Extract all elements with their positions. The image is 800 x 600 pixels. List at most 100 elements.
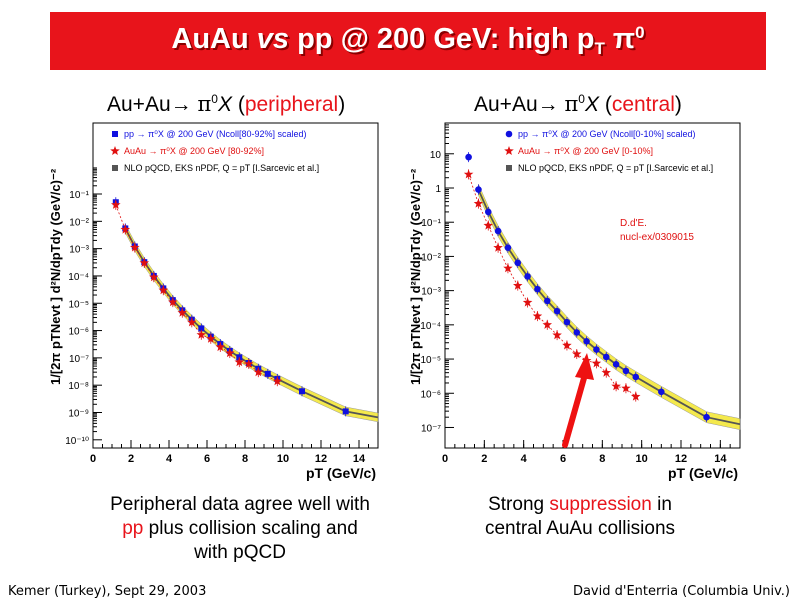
pp-data-point	[504, 244, 512, 251]
auau-data-point	[130, 242, 140, 252]
slide-title: AuAu vs pp @ 200 GeV: high pT π0	[171, 23, 645, 58]
auau-data-point	[562, 340, 572, 350]
x-tick-label: 2	[481, 453, 487, 465]
y-tick-label: 10⁻⁷	[69, 354, 89, 365]
auau-data-point	[149, 272, 159, 282]
right-caption: Strong suppression in central AuAu colli…	[484, 494, 676, 539]
pp-data-point	[484, 208, 492, 216]
x-tick-label: 6	[560, 453, 566, 465]
legend-entry: NLO pQCD, EKS nPDF, Q = pT [I.Sarcevic e…	[124, 163, 319, 173]
auau-data-point	[591, 358, 602, 368]
x-tick-label: 12	[315, 453, 327, 465]
pp-data-point	[593, 346, 600, 353]
legend-entry: pp → π⁰X @ 200 GeV (Ncoll[80-92%] scaled…	[124, 129, 307, 139]
right-panel-heading: Au+Au→ π0X (central)	[474, 92, 682, 116]
y-tick-label: 10	[430, 150, 442, 161]
auau-data-point	[244, 358, 254, 368]
auau-data-point	[631, 391, 641, 401]
legend-entry: AuAu → π⁰X @ 200 GeV [80-92%]	[124, 146, 264, 156]
pp-data-point	[543, 297, 551, 305]
auau-data-point	[513, 280, 523, 290]
auau-data-point	[234, 357, 245, 367]
legend-marker-auau	[504, 146, 514, 155]
central-spectrum-chart: 0 2 4 6 8 10 12 14 10⁻⁷ 10⁻⁶ 10⁻⁵ 10⁻⁴ 10⁻³ 10⁻² 10⁻¹ 1…	[420, 122, 741, 481]
nlo-pqcd-curve	[477, 189, 741, 426]
auau-guide-line	[115, 204, 278, 382]
legend-marker-auau	[110, 146, 120, 155]
nlo-pqcd-band	[478, 183, 741, 431]
pp-data-point	[342, 408, 349, 415]
y-tick-label: 10⁻³	[421, 287, 441, 298]
x-tick-label: 6	[204, 453, 210, 465]
x-tick-label: 0	[90, 453, 96, 465]
x-tick-label: 8	[242, 453, 248, 465]
pp-data-point	[198, 325, 205, 332]
left-caption: Peripheral data agree well with pp plus …	[110, 494, 370, 563]
y-tick-label: 10⁻³	[69, 245, 89, 256]
title-banner: AuAu vs pp @ 200 GeV: high pT π0	[50, 12, 766, 70]
auau-data-point	[621, 383, 631, 393]
x-tick-label: 14	[714, 453, 727, 465]
pp-data-point	[658, 388, 665, 396]
auau-data-point	[158, 285, 169, 295]
pp-data-point	[553, 307, 561, 315]
nlo-pqcd-band	[125, 223, 379, 423]
peripheral-spectrum-chart: 0 2 4 6 8 10 12 14 10⁻¹⁰ 10⁻⁹ 10⁻⁸ 10⁻⁷ 10⁻⁶ 10⁻⁵ 10⁻⁴…	[65, 122, 379, 481]
auau-data-point	[206, 333, 216, 343]
legend-marker-pp	[505, 130, 513, 138]
auau-data-point	[522, 297, 533, 307]
x-tick-label: 10	[636, 453, 648, 465]
legend-marker-pp	[112, 131, 118, 137]
y-tick-label: 10⁻⁹	[68, 408, 89, 419]
y-tick-label: 10⁻⁸	[68, 381, 89, 392]
suppression-arrow-head	[575, 353, 594, 380]
auau-data-point	[187, 317, 197, 327]
auau-data-point	[572, 349, 582, 359]
auau-data-point	[225, 348, 235, 358]
pp-data-point	[299, 388, 305, 395]
auau-data-point	[253, 367, 264, 377]
pp-data-point	[632, 373, 640, 381]
auau-data-point	[111, 199, 121, 209]
pp-data-point	[475, 186, 482, 193]
x-tick-label: 10	[277, 453, 289, 465]
x-tick-label: 12	[675, 453, 687, 465]
auau-data-point	[196, 329, 207, 339]
y-tick-label: 10⁻⁴	[68, 272, 89, 283]
pp-data-point	[573, 329, 581, 336]
pp-data-point	[612, 361, 620, 368]
legend-entry: AuAu → π⁰X @ 200 GeV [0-10%]	[518, 146, 653, 156]
pp-data-point	[465, 153, 472, 161]
pp-data-point	[524, 273, 531, 280]
auau-data-point	[552, 330, 562, 340]
legend-entry: pp → π⁰X @ 200 GeV (Ncoll[0-10%] scaled)	[518, 129, 696, 139]
y-tick-label: 10⁻¹⁰	[65, 436, 89, 447]
auau-data-point	[120, 224, 131, 234]
y-tick-label: 1	[435, 184, 441, 195]
auau-data-point	[483, 220, 493, 230]
nlo-pqcd-curve	[124, 227, 379, 419]
auau-data-point	[493, 242, 503, 252]
x-axis-title: pT (GeV/c)	[668, 465, 738, 481]
y-tick-label: 10⁻¹	[69, 190, 89, 201]
y-tick-label: 10⁻¹	[421, 218, 441, 229]
auau-data-point	[463, 169, 474, 179]
pp-data-point	[264, 370, 271, 377]
footer-author: David d'Enterria (Columbia Univ.)	[572, 584, 790, 599]
auau-data-point	[473, 198, 484, 208]
x-tick-label: 4	[166, 453, 173, 465]
y-tick-label: 10⁻⁵	[68, 299, 89, 310]
auau-data-point	[139, 257, 150, 267]
auau-data-point	[272, 376, 283, 386]
pp-data-point	[622, 367, 630, 375]
x-tick-label: 0	[442, 453, 448, 465]
pp-data-point	[514, 259, 522, 267]
auau-data-point	[177, 307, 188, 317]
pp-data-point	[563, 318, 571, 326]
reference-id: nucl-ex/0309015	[620, 232, 694, 243]
y-tick-label: 10⁻²	[421, 252, 441, 263]
y-tick-label: 10⁻²	[69, 217, 89, 228]
legend-marker-nlo	[112, 165, 118, 171]
auau-data-point	[611, 381, 621, 391]
pp-data-point	[534, 285, 541, 293]
